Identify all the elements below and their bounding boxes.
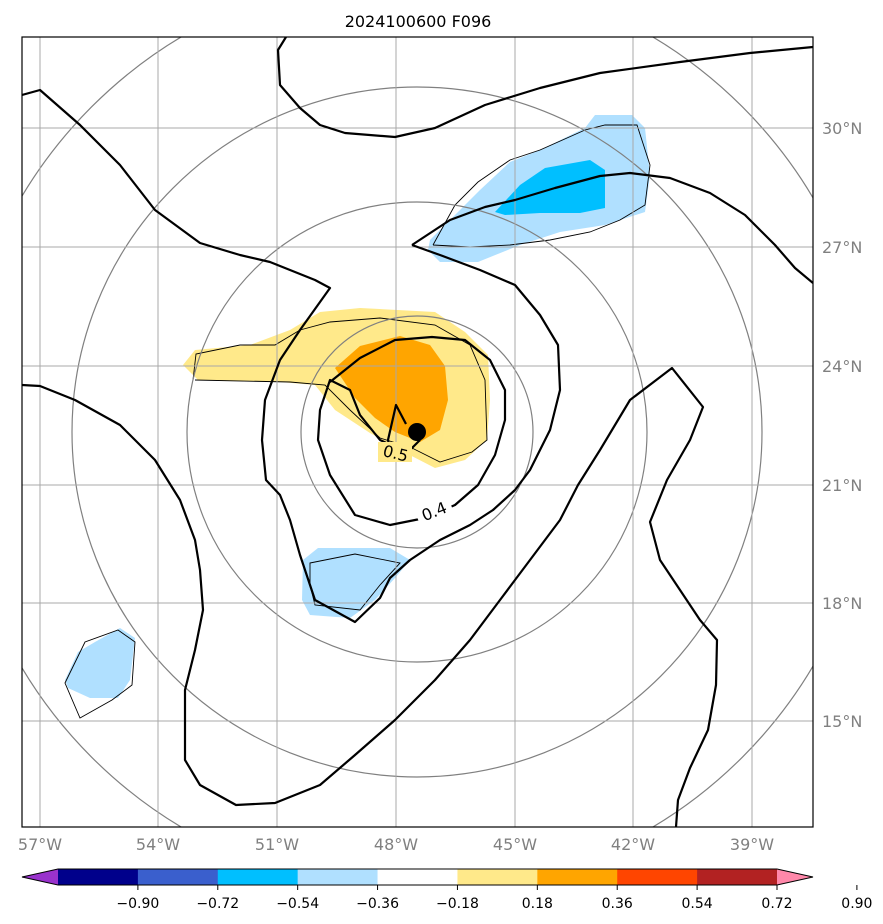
range-ring-3 [71,86,763,778]
colorbar-segment [137,869,219,885]
shade-light-blue-southwest [65,628,135,698]
colorbar-tick-label: 0.54 [682,896,713,912]
shade-light-blue-south [302,548,410,618]
shade-deep-blue-northeast [495,160,605,215]
lon-label-54w: 54°W [136,835,180,854]
colorbar-segment [457,869,538,885]
lon-label-57w: 57°W [18,835,62,854]
latitude-labels: 30°N 27°N 24°N 21°N 18°N 15°N [822,119,862,731]
shade-orange-center [335,336,448,442]
longitude-labels: 57°W 54°W 51°W 48°W 45°W 42°W 39°W [18,835,774,854]
contour-label-bg-2 [413,494,455,528]
thin-contour-southwest [64,629,136,719]
contour-east [411,171,813,284]
thin-contour-center [192,317,488,463]
colorbar-tick-label: −0.18 [436,896,479,912]
colorbar-tick-label: −0.54 [276,896,319,912]
contour-north-trough [276,37,813,139]
contour-label-bg-1 [378,442,412,462]
colorbar-segment [697,869,778,885]
lon-label-45w: 45°W [493,835,537,854]
colorbar-segment [617,869,698,885]
storm-center-marker [408,423,426,441]
colorbar-segment [58,869,139,885]
lon-label-51w: 51°W [255,835,299,854]
colorbar-tick-label: −0.72 [196,896,239,912]
colorbar-segment [297,869,379,885]
lon-label-39w: 39°W [730,835,774,854]
colorbar-segment [217,869,299,885]
colorbar-tick-label: 0.36 [602,896,633,912]
lat-label-21n: 21°N [822,476,862,495]
map-frame [21,36,814,828]
contour-west-loop [22,366,719,827]
colorbar-extend-high [777,869,813,885]
lat-label-27n: 27°N [822,238,862,257]
lon-label-42w: 42°W [611,835,655,854]
lat-label-18n: 18°N [822,594,862,613]
colorbar-segments [58,869,778,885]
colorbar-segment [537,869,618,885]
range-rings [22,37,813,827]
colorbar-outline [21,868,814,886]
thin-contour-northeast [432,124,651,248]
contour-0-4-cyclone [22,88,562,624]
colorbar-ticks: −0.90 −0.72 −0.54 −0.36 −0.18 0.18 0.36 0.54 0.7… [116,885,872,912]
lat-label-15n: 15°N [822,712,862,731]
lon-label-48w: 48°W [374,835,418,854]
gridlines [22,37,813,827]
lat-label-30n: 30°N [822,119,862,138]
map-title: 2024100600 F096 [345,12,492,31]
colorbar-tick-label: −0.36 [356,896,399,912]
colorbar: −0.90 −0.72 −0.54 −0.36 −0.18 0.18 0.36 0.54 0.7… [21,868,872,912]
colorbar-segment [377,869,458,885]
range-ring-1 [300,315,534,549]
map-area: 0.5 0.4 [22,37,813,827]
range-ring-2 [186,201,648,663]
lat-label-24n: 24°N [822,357,862,376]
shaded-fields [65,115,650,698]
colorbar-tick-label: 0.18 [522,896,553,912]
colorbar-tick-label: 0.90 [841,896,872,912]
colorbar-tick-label: 0.72 [761,896,792,912]
colorbar-tick-label: −0.90 [116,896,159,912]
colorbar-extend-low [22,869,58,885]
